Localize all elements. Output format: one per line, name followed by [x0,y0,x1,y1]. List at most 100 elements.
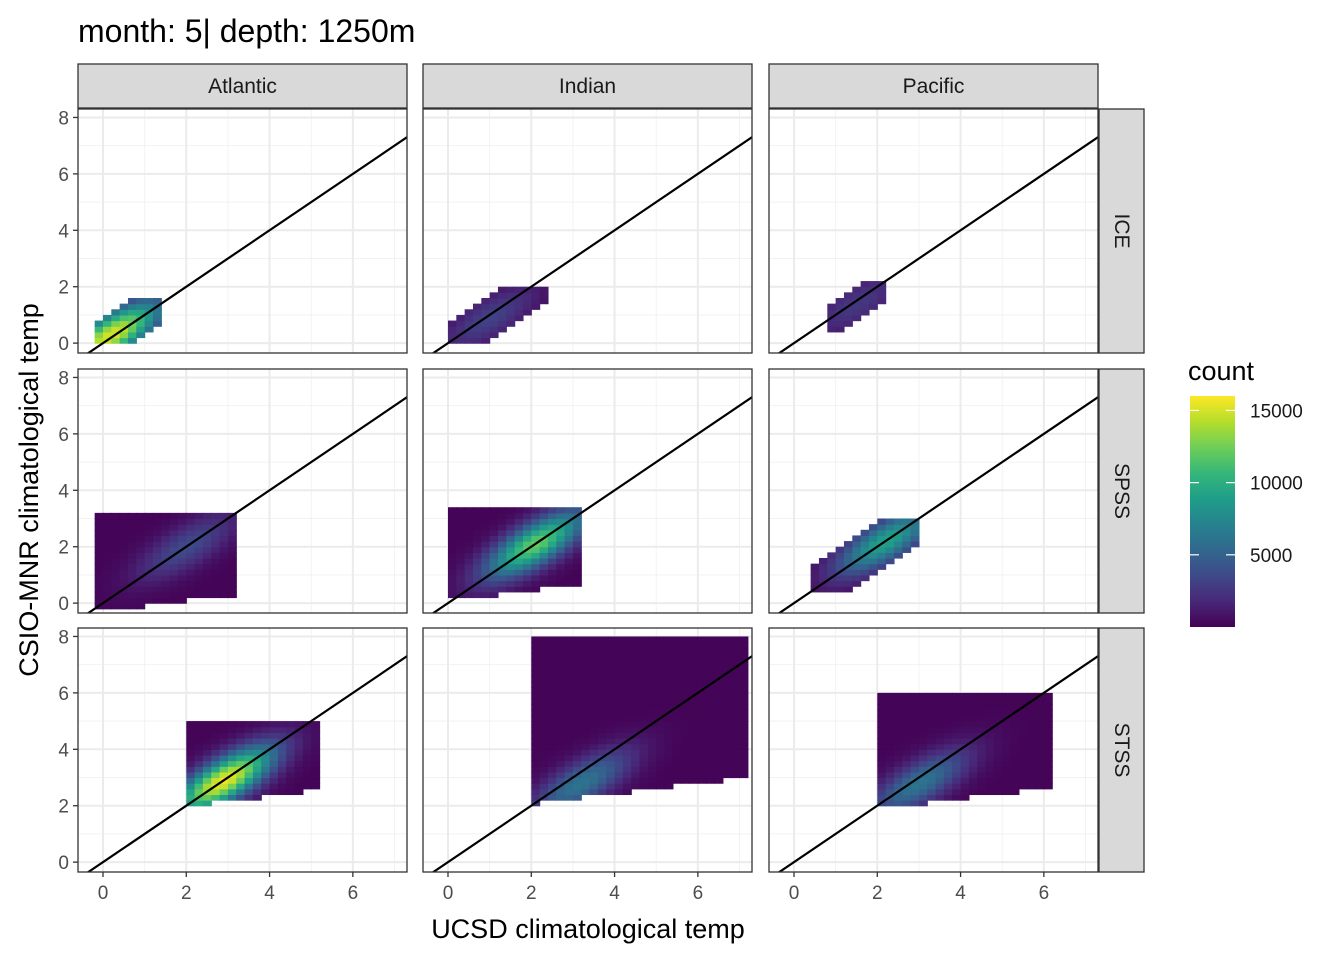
heatmap-tile [647,760,657,767]
heatmap-tile [714,777,724,784]
heatmap-tile [564,541,574,548]
heatmap-tile [722,647,732,654]
heatmap-tile [514,314,524,322]
heatmap-tile [1002,788,1012,796]
heatmap-tile [893,692,903,700]
heatmap-tile [119,320,129,327]
heatmap-tile [311,754,321,762]
heatmap-tile [556,541,566,548]
heatmap-tile [572,574,582,582]
heatmap-tile [968,743,978,750]
heatmap-tile [136,535,146,542]
heatmap-tile [152,320,162,327]
heatmap-tile [94,326,104,333]
heatmap-tile [614,647,624,654]
heatmap-tile [581,743,591,750]
heatmap-tile [219,591,229,599]
heatmap-tile [111,518,121,525]
heatmap-tile [843,586,853,593]
heatmap-tile [722,743,732,750]
heatmap-tile [706,664,716,671]
heatmap-tile [102,326,112,333]
heatmap-tile [547,698,557,705]
heatmap-tile [689,647,699,654]
heatmap-tile [211,586,221,593]
heatmap-tile [1035,726,1045,733]
heatmap-tile [589,721,599,728]
heatmap-tile [885,529,895,537]
heatmap-tile [639,754,649,762]
heatmap-tile [606,754,616,762]
heatmap-tile [681,721,691,728]
heatmap-tile [614,659,624,666]
heatmap-tile [464,314,474,322]
heatmap-tile [639,659,649,666]
heatmap-tile [261,771,271,779]
heatmap-tile [539,580,549,587]
heatmap-tile [481,552,491,559]
heatmap-tile [664,726,674,733]
heatmap-tile [244,771,254,779]
heatmap-tile [731,715,741,722]
heatmap-tile [860,569,870,576]
heatmap-tile [656,766,666,773]
heatmap-tile [447,541,457,548]
heatmap-tile [893,698,903,705]
heatmap-tile [1010,754,1020,762]
heatmap-tile [606,726,616,733]
heatmap-tile [302,726,312,733]
heatmap-tile [664,754,674,762]
legend-tick-label: 10000 [1250,474,1303,495]
heatmap-tile [706,670,716,677]
heatmap-tile [211,591,221,599]
heatmap-tile [111,512,121,520]
heatmap-tile [481,337,491,344]
heatmap-tile [539,507,549,514]
heatmap-tile [244,794,254,801]
heatmap-tile [697,743,707,750]
heatmap-tile [564,535,574,542]
heatmap-tile [843,292,853,299]
heatmap-tile [893,771,903,779]
heatmap-tile [547,659,557,666]
heatmap-tile [706,687,716,694]
heatmap-tile [211,743,221,750]
heatmap-tile [910,738,920,745]
heatmap-tile [943,704,953,711]
heatmap-tile [514,574,524,582]
heatmap-tile [739,636,749,643]
heatmap-tile [689,749,699,756]
heatmap-tile [144,563,154,570]
heatmap-tile [522,512,532,520]
heatmap-tile [1018,777,1028,784]
heatmap-tile [1018,709,1028,717]
heatmap-tile [161,512,171,520]
heatmap-tile [277,749,287,756]
heatmap-tile [614,636,624,643]
heatmap-tile [656,670,666,677]
heatmap-tile [244,777,254,784]
heatmap-tile [219,771,229,779]
heatmap-tile [1035,783,1045,790]
heatmap-tile [1027,738,1037,745]
heatmap-tile [689,675,699,683]
heatmap-tile [286,749,296,756]
heatmap-tile [572,653,582,660]
heatmap-tile [893,721,903,728]
heatmap-tile [556,687,566,694]
heatmap-tile [639,783,649,790]
heatmap-tile [311,738,321,745]
heatmap-tile [631,783,641,790]
heatmap-tile [456,320,466,327]
y-tick-label: 0 [58,853,69,874]
heatmap-tile [656,698,666,705]
heatmap-tile [589,687,599,694]
heatmap-tile [186,586,196,593]
heatmap-tile [714,704,724,711]
heatmap-tile [1043,760,1053,767]
heatmap-tile [564,647,574,654]
heatmap-tile [547,766,557,773]
heatmap-tile [631,675,641,683]
heatmap-tile [194,777,204,784]
